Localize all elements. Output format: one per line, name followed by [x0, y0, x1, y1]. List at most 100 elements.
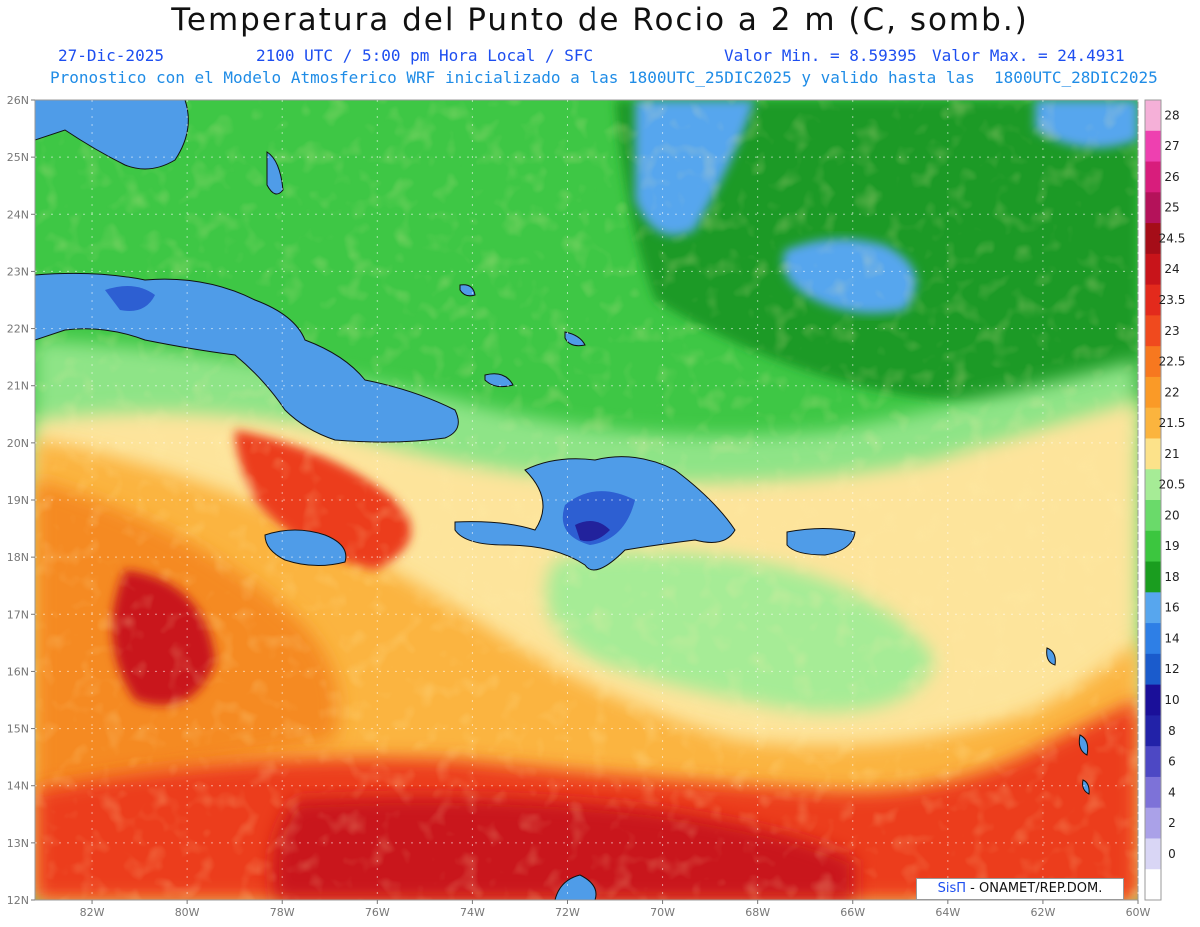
colorbar-label: 20 — [1164, 508, 1179, 522]
colorbar-label: 22 — [1164, 385, 1179, 399]
colorbar-label: 26 — [1164, 170, 1179, 184]
lon-label: 82W — [80, 906, 105, 919]
lat-label: 14N — [7, 780, 29, 793]
colorbar-swatch — [1145, 653, 1161, 686]
dewpoint-map — [35, 100, 1138, 900]
colorbar-frame — [1144, 99, 1162, 901]
lon-label: 78W — [270, 906, 295, 919]
land-bahamas — [459, 284, 586, 388]
colorbar-label: 21.5 — [1159, 416, 1186, 430]
lon-label: 66W — [840, 906, 865, 919]
credit-box: SisΠ - ONAMET/REP.DOM. — [916, 878, 1124, 900]
land-hispaniola-deep — [575, 521, 610, 542]
land-florida — [35, 100, 189, 170]
colorbar-swatch — [1145, 684, 1161, 716]
land-andros — [266, 151, 284, 195]
colorbar-label: 14 — [1164, 631, 1179, 645]
land-cuba-core — [105, 286, 155, 311]
lat-label: 21N — [7, 380, 29, 393]
colorbar-swatch — [1145, 376, 1161, 409]
colorbar-label: 6 — [1168, 755, 1176, 769]
lat-label: 23N — [7, 265, 29, 278]
colorbar-swatch — [1145, 776, 1161, 809]
lat-label: 17N — [7, 608, 29, 621]
colorbar-swatch — [1145, 100, 1161, 132]
lat-label: 20N — [7, 437, 29, 450]
lat-label: 24N — [7, 208, 29, 221]
colorbar-label: 23 — [1164, 324, 1179, 338]
lat-label: 13N — [7, 837, 29, 850]
colorbar-label: 18 — [1164, 570, 1179, 584]
colorbar-label: 0 — [1168, 847, 1176, 861]
lat-label: 18N — [7, 551, 29, 564]
colorbar: 2827262524.52423.52322.52221.52120.52019… — [1144, 99, 1186, 901]
lon-label: 70W — [650, 906, 675, 919]
colorbar-swatch — [1145, 561, 1161, 593]
colorbar-label: 21 — [1164, 447, 1179, 461]
latitude-labels: 26N 25N 24N 23N 22N 21N 20N 19N 18N 17N 16N 15N 14N 1… — [7, 94, 35, 907]
colorbar-swatch — [1145, 838, 1161, 870]
colorbar-swatch — [1145, 530, 1161, 563]
colorbar-swatch — [1145, 253, 1161, 286]
colorbar-label: 27 — [1164, 139, 1179, 153]
colorbar-label: 4 — [1168, 785, 1176, 799]
colorbar-swatch — [1145, 130, 1161, 163]
lon-label: 72W — [555, 906, 580, 919]
colorbar-label: 25 — [1164, 201, 1179, 215]
land-puerto-rico — [786, 528, 856, 556]
colorbar-label: 10 — [1164, 693, 1179, 707]
lat-label: 12N — [7, 894, 29, 907]
colorbar-swatch — [1145, 807, 1161, 839]
lat-label: 15N — [7, 723, 29, 736]
colorbar-label: 23.5 — [1159, 293, 1186, 307]
sispi-logo: SisΠ — [937, 881, 967, 896]
colorbar-label: 8 — [1168, 724, 1176, 738]
land-jamaica — [264, 529, 347, 566]
min-value: Valor Min. = 8.59395 — [724, 46, 917, 65]
model-info: Pronostico con el Modelo Atmosferico WRF… — [50, 68, 1158, 87]
colorbar-label: 24.5 — [1159, 231, 1186, 245]
lon-label: 60W — [1126, 906, 1151, 919]
lat-label: 19N — [7, 494, 29, 507]
colorbar-swatch — [1145, 500, 1161, 532]
colorbar-swatch — [1145, 715, 1161, 747]
colorbar-label: 20.5 — [1159, 478, 1186, 492]
lon-label: 76W — [365, 906, 390, 919]
colorbar-label: 28 — [1164, 108, 1179, 122]
colorbar-swatch — [1145, 592, 1161, 624]
lat-label: 22N — [7, 323, 29, 336]
land-lesser-antilles — [1046, 647, 1090, 795]
colorbar-label: 22.5 — [1159, 355, 1186, 369]
lon-label: 62W — [1030, 906, 1055, 919]
colorbar-swatch — [1145, 161, 1161, 193]
colorbar-swatch — [1145, 869, 1161, 901]
colorbar-swatch — [1145, 315, 1161, 347]
lon-label: 74W — [460, 906, 485, 919]
lon-label: 68W — [745, 906, 770, 919]
colorbar-swatch — [1145, 438, 1161, 470]
lon-label: 64W — [935, 906, 960, 919]
land-south-america — [554, 874, 597, 900]
colorbar-swatch — [1145, 284, 1161, 316]
colorbar-label: 2 — [1168, 816, 1176, 830]
colorbar-swatch — [1145, 346, 1161, 378]
lat-label: 25N — [7, 151, 29, 164]
lat-label: 16N — [7, 665, 29, 678]
colorbar-swatch — [1145, 407, 1161, 439]
credit-text: - ONAMET/REP.DOM. — [966, 881, 1103, 896]
longitude-labels: 82W 80W 78W 76W 74W 72W 70W 68W 66W 64W 62W 60W — [80, 900, 1151, 919]
colorbar-label: 19 — [1164, 539, 1179, 553]
gridlines — [35, 100, 1139, 900]
colorbar-swatch — [1145, 469, 1161, 501]
colorbar-swatch — [1145, 746, 1161, 778]
colorbar-label: 16 — [1164, 601, 1179, 615]
colorbar-swatch — [1145, 223, 1161, 255]
land-cuba — [35, 272, 459, 443]
colorbar-label: 24 — [1164, 262, 1179, 276]
forecast-date: 27-Dic-2025 — [58, 46, 164, 65]
lon-label: 80W — [175, 906, 200, 919]
colorbar-label: 12 — [1164, 662, 1179, 676]
lat-label: 26N — [7, 94, 29, 107]
map-title: Temperatura del Punto de Rocio a 2 m (C,… — [171, 2, 1029, 38]
